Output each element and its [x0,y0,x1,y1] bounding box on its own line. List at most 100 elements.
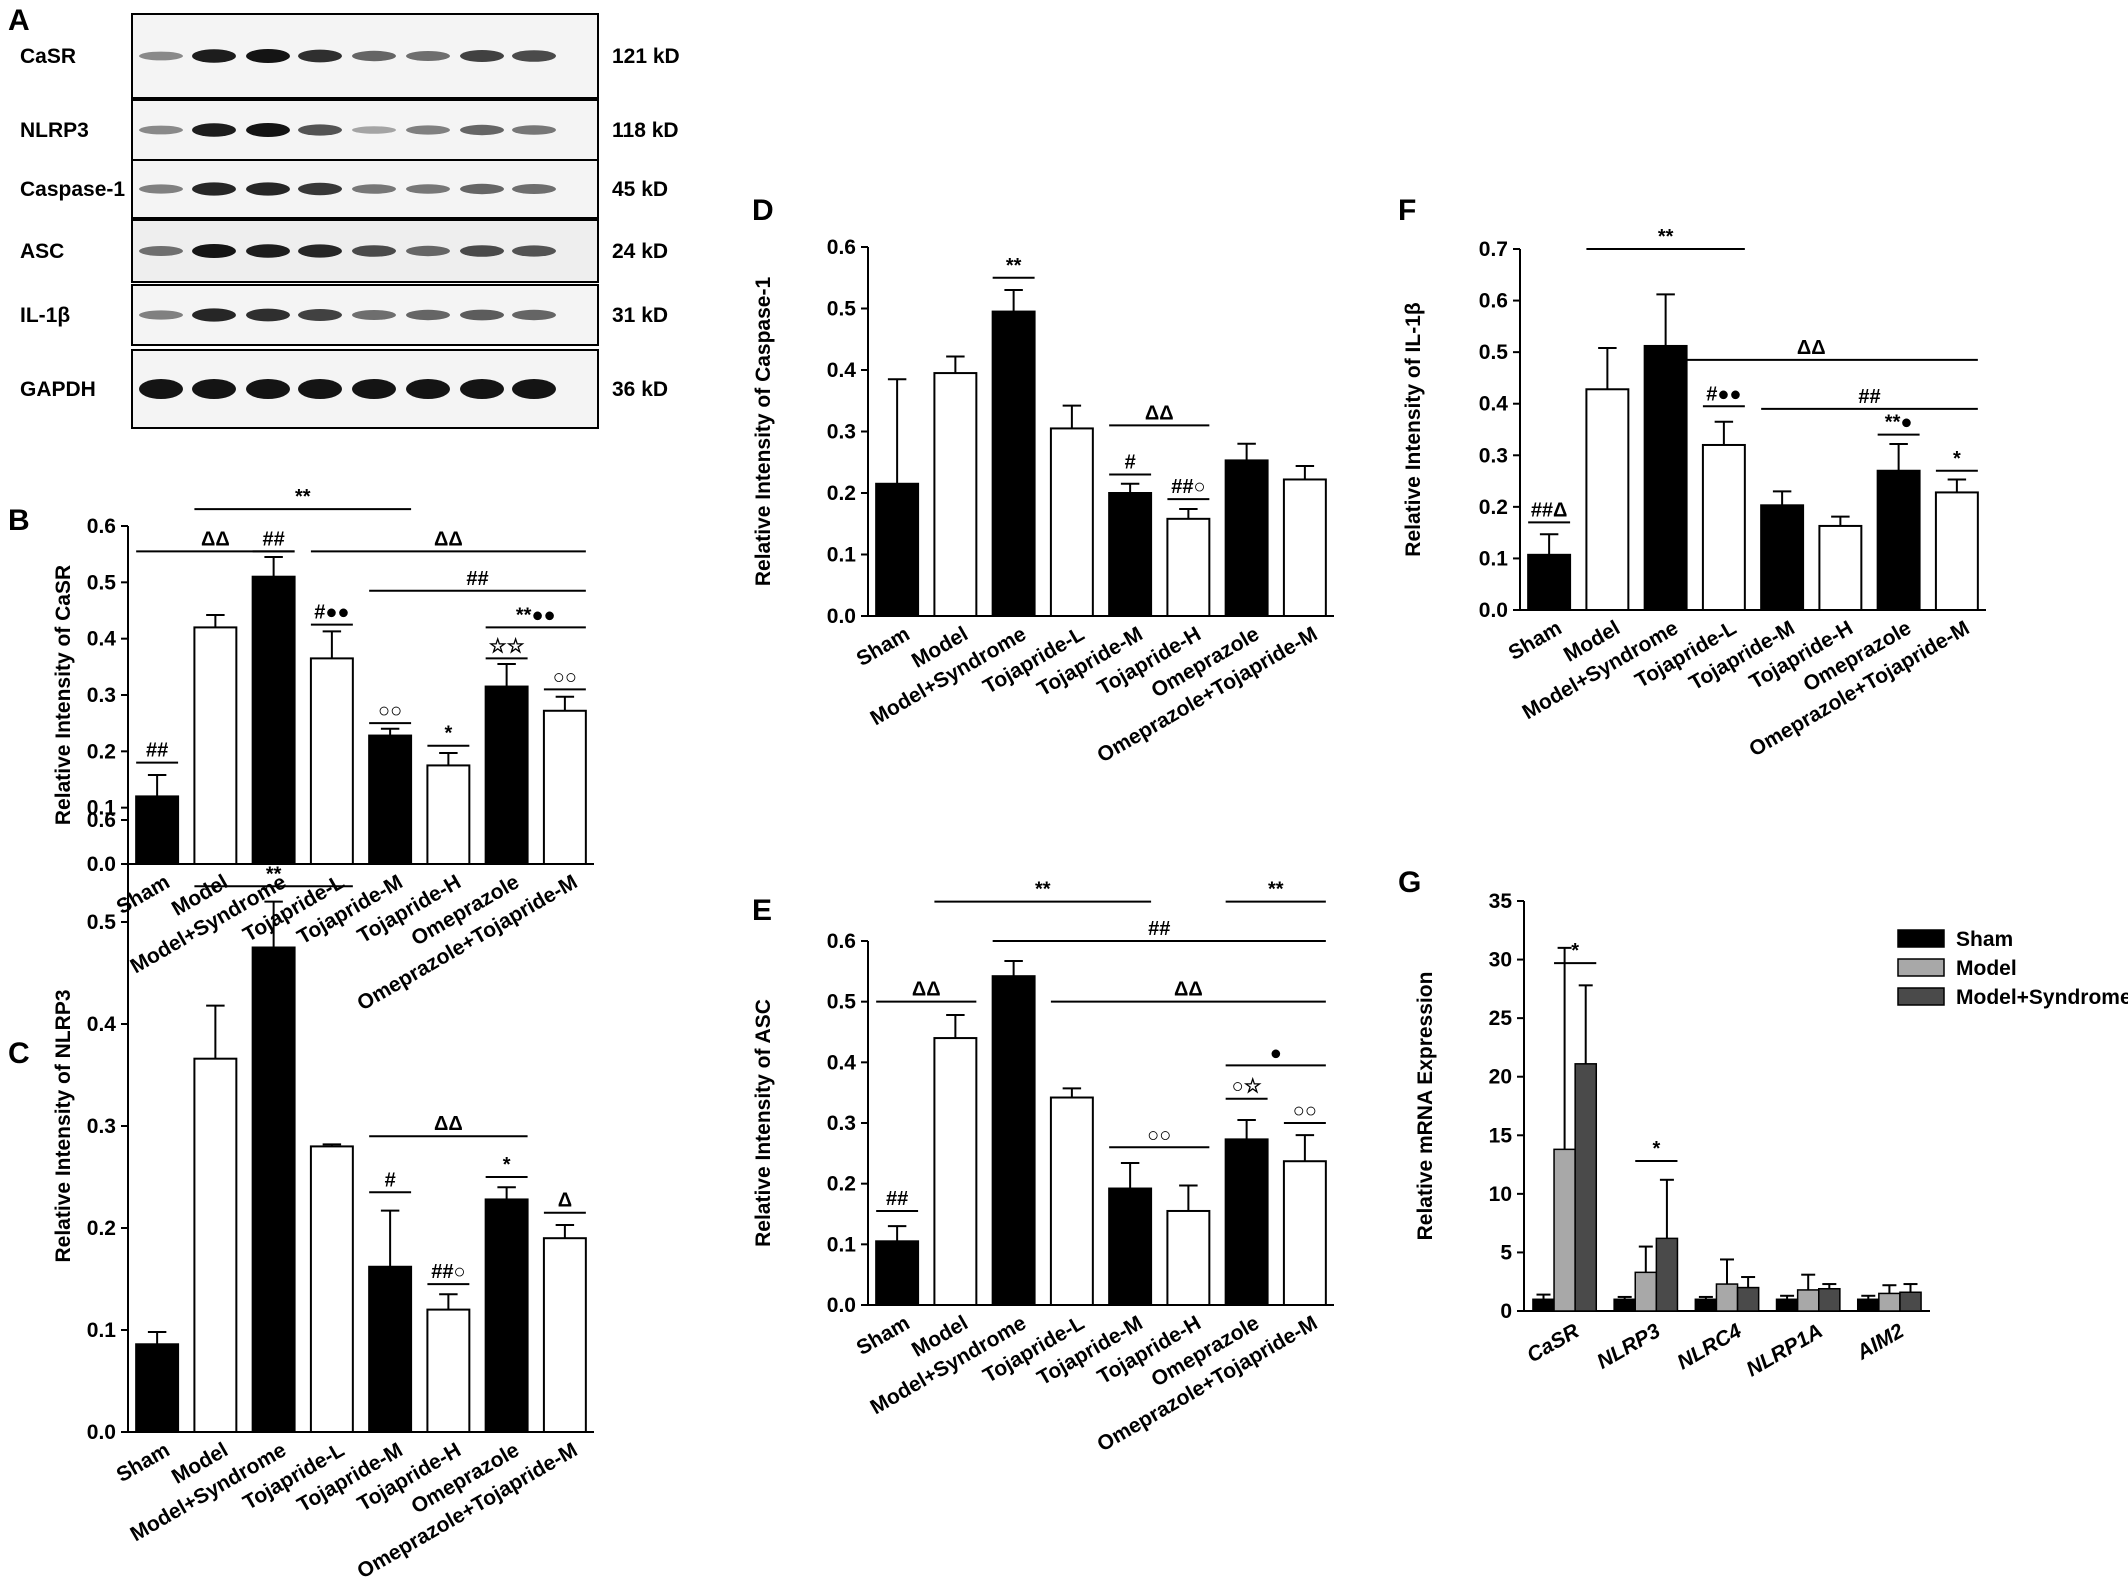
bar [1934,491,1979,611]
panel-label-a: A [8,4,30,37]
chart-il1b-f: 0.0 0.1 0.2 0.3 0.4 0.5 0.6 0.7 Relative Intensi… [1402,226,1986,761]
bar [933,372,978,618]
y-axis-label: Relative Intensity of NLRP3 [52,989,75,1262]
bar [1613,1298,1636,1312]
blot-band [352,379,396,399]
significance-mark: **●● [516,604,556,626]
bar [1574,1063,1598,1312]
blot-band [352,184,396,194]
bar [1818,1287,1841,1312]
blot-band [139,246,183,256]
y-tick-label: 10 [1489,1183,1512,1206]
y-tick-label: 25 [1489,1007,1513,1030]
blot-band [298,309,342,321]
blot-band [406,245,450,257]
panel-label-g: G [1398,866,1421,899]
blot-band [139,184,183,194]
blot-band [298,244,342,258]
blot-band [406,379,450,399]
y-tick-label: 0.5 [87,571,117,594]
significance-mark: Δ [558,1190,572,1212]
y-tick-label: 0.6 [87,809,116,832]
y-tick-label: 0.3 [87,684,116,707]
bar [426,1308,471,1433]
significance-mark: ## [263,528,285,550]
significance-mark: * [1652,1138,1660,1160]
blot-size-label: 121 kD [612,45,680,68]
bar [1282,1160,1327,1306]
chart-caspase1-d: 0.0 0.1 0.2 0.3 0.4 0.5 0.6 Relative Intensity … [752,236,1334,767]
blot-band [139,125,183,135]
bar [1643,344,1688,611]
blot-band [192,49,236,63]
panel-label-f: F [1398,194,1416,227]
bar [368,1265,413,1434]
blot-band [512,309,556,321]
significance-mark: ** [1268,879,1284,901]
blot-band [246,123,290,137]
bar [309,657,354,866]
significance-mark: ○○ [1147,1124,1171,1146]
bar [1796,1289,1820,1312]
y-tick-label: 0.7 [1479,238,1508,261]
bar [1818,524,1863,612]
blot-band [298,182,342,196]
bar [135,1343,180,1434]
y-tick-label: 0.0 [87,853,116,876]
bar [135,795,180,866]
blot-band [406,184,450,194]
bar [193,626,238,866]
blot-protein-label: NLRP3 [20,119,89,142]
blot-band [192,182,236,196]
chart-asc-e: 0.0 0.1 0.2 0.3 0.4 0.5 0.6 Relative Intensity … [752,879,1334,1456]
blot-band [512,379,556,399]
significance-mark: ΔΔ [201,528,230,550]
blot-band [352,245,396,257]
y-tick-label: 0.3 [1479,444,1508,467]
y-tick-label: 0.1 [87,1319,117,1342]
bar [1760,504,1805,611]
y-tick-label: 0.6 [827,930,856,953]
panel-label-d: D [752,194,774,227]
blot-band [298,49,342,63]
blot-band [298,124,342,136]
bar [1049,427,1094,617]
x-tick-label: Sham [113,870,174,919]
blot-band [246,182,290,196]
significance-mark: ** [295,486,311,508]
y-tick-label: 0.1 [87,797,117,820]
y-tick-label: 0.5 [827,298,857,321]
significance-mark: # [385,1169,396,1191]
significance-mark: ##○ [1171,476,1205,498]
bar [1553,1148,1576,1312]
bar [542,709,587,865]
significance-mark: ## [466,568,488,590]
blot-protein-label: CaSR [20,45,76,68]
significance-mark: ## [1148,918,1170,940]
y-tick-label: 0.4 [87,628,117,651]
y-tick-label: 0.2 [87,1217,116,1240]
blot-band [192,308,236,322]
y-tick-label: 0.4 [1479,393,1509,416]
bar [1049,1096,1094,1307]
bar [542,1237,587,1433]
bar [484,1198,529,1433]
y-tick-label: 0.1 [827,1233,857,1256]
blot-band [512,125,556,135]
panel-label-b: B [8,504,30,537]
bar [1655,1237,1679,1312]
blot-band [192,244,236,258]
y-tick-label: 35 [1489,890,1513,913]
bar [1166,1209,1211,1307]
y-tick-label: 0.2 [1479,496,1508,519]
y-tick-label: 0.2 [827,1173,856,1196]
y-tick-label: 30 [1489,949,1512,972]
bar [933,1037,978,1306]
blot-band [512,184,556,194]
bar [1634,1271,1658,1312]
y-tick-label: 0.5 [1479,341,1509,364]
x-tick-label: AIM2 [1852,1319,1908,1365]
significance-mark: * [1953,448,1961,470]
y-tick-label: 0.3 [827,1112,856,1135]
